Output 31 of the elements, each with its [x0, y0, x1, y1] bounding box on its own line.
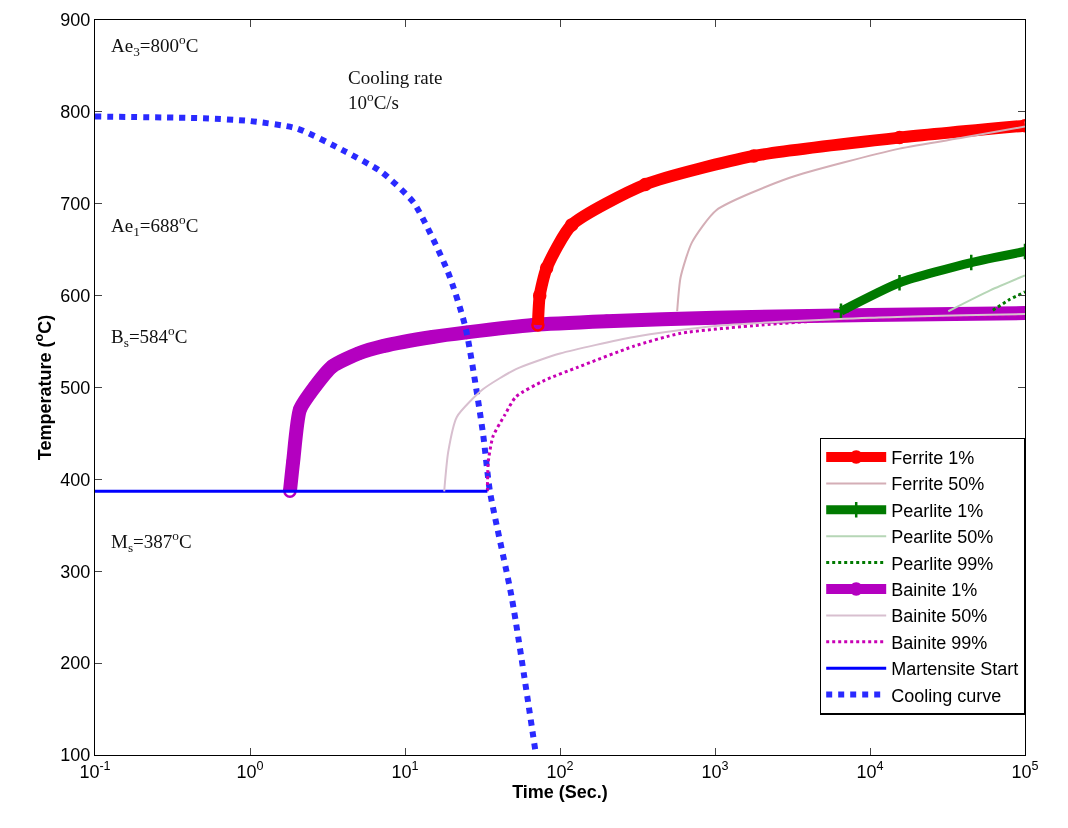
legend-label: Ferrite 50%: [891, 474, 985, 495]
y-tick-label: 900: [60, 10, 91, 31]
y-tick-label: 500: [60, 377, 91, 398]
annotation: Cooling rate 10$^{o}$C/s: [348, 67, 443, 113]
x-tick-label: 10$^{2}$: [546, 759, 574, 782]
x-tick-label: 10$^{1}$: [391, 759, 419, 782]
x-tick-label: 10$^{0}$: [236, 759, 264, 782]
x-tick-label: 10$^{3}$: [701, 759, 729, 782]
y-tick-label: 700: [60, 194, 91, 215]
legend-label: Bainite 99%: [891, 632, 988, 653]
legend-label: Pearlite 99%: [891, 553, 994, 574]
legend-label: Bainite 1%: [891, 579, 978, 600]
legend-label: Ferrite 1%: [891, 448, 975, 468]
y-tick-label: 200: [60, 653, 91, 674]
legend-label: Martensite Start: [891, 659, 1019, 680]
annotation: M$_{s}$=387$^{o}$C: [111, 528, 192, 555]
x-tick-label: 10$^{5}$: [1011, 759, 1039, 782]
y-tick-label: 400: [60, 469, 91, 490]
annotation: B$_{s}$=584$^{o}$C: [111, 323, 188, 350]
legend-label: Pearlite 1%: [891, 500, 984, 521]
annotation: Ae$_{3}$=800$^{o}$C: [111, 32, 199, 59]
legend-label: Cooling curve: [891, 685, 1002, 706]
y-tick-label: 600: [60, 285, 91, 306]
y-tick-label: 100: [60, 745, 91, 766]
y-tick-label: 300: [60, 561, 91, 582]
y-tick-label: 800: [60, 102, 91, 123]
x-axis-title: Time (Sec.): [512, 781, 608, 802]
legend-label: Bainite 50%: [891, 606, 988, 627]
legend-label: Pearlite 50%: [891, 527, 994, 548]
annotation: Ae$_{1}$=688$^{o}$C: [111, 212, 199, 239]
x-tick-label: 10$^{4}$: [856, 759, 884, 782]
